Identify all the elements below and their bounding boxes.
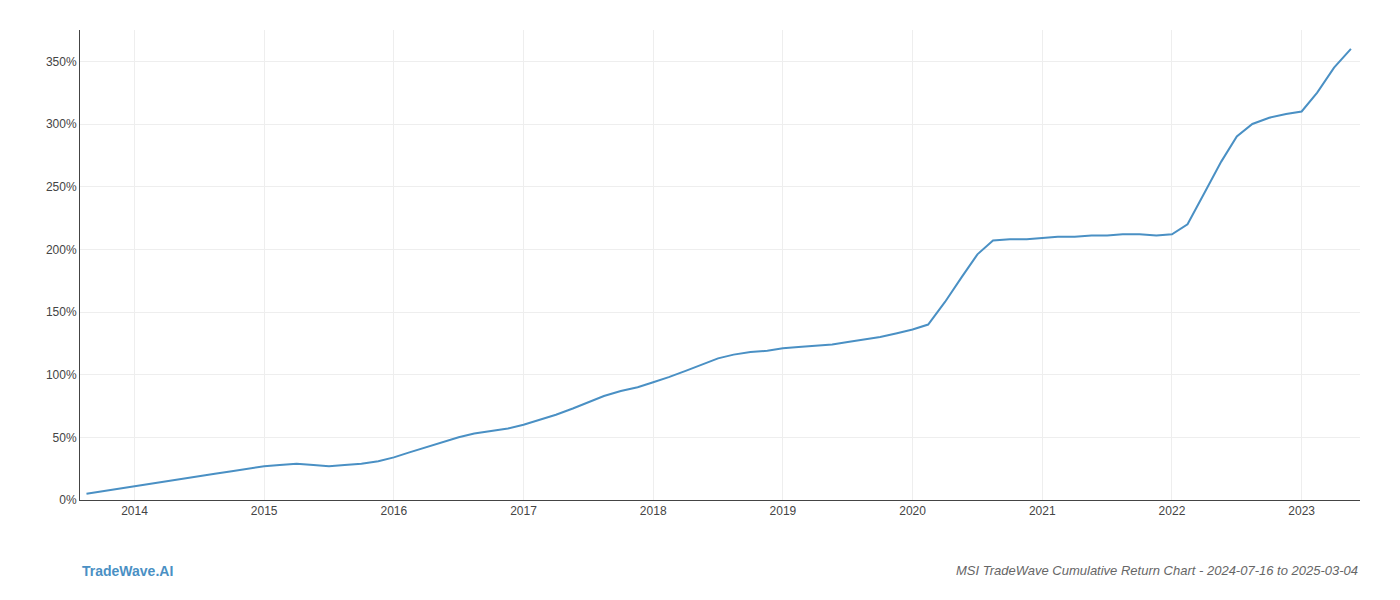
- svg-text:2022: 2022: [1159, 504, 1186, 518]
- svg-text:MSI TradeWave Cumulative Retur: MSI TradeWave Cumulative Return Chart - …: [956, 563, 1358, 578]
- svg-text:2016: 2016: [380, 504, 407, 518]
- svg-text:TradeWave.AI: TradeWave.AI: [82, 563, 173, 579]
- svg-text:2019: 2019: [770, 504, 797, 518]
- svg-text:150%: 150%: [46, 305, 77, 319]
- svg-text:2018: 2018: [640, 504, 667, 518]
- svg-text:2014: 2014: [121, 504, 148, 518]
- svg-text:2015: 2015: [251, 504, 278, 518]
- svg-text:200%: 200%: [46, 243, 77, 257]
- svg-text:2021: 2021: [1029, 504, 1056, 518]
- svg-text:2017: 2017: [510, 504, 537, 518]
- svg-text:0%: 0%: [59, 493, 77, 507]
- svg-text:50%: 50%: [53, 431, 77, 445]
- svg-text:100%: 100%: [46, 368, 77, 382]
- svg-text:350%: 350%: [46, 55, 77, 69]
- svg-text:2020: 2020: [899, 504, 926, 518]
- svg-text:250%: 250%: [46, 180, 77, 194]
- svg-text:300%: 300%: [46, 117, 77, 131]
- svg-text:2023: 2023: [1288, 504, 1315, 518]
